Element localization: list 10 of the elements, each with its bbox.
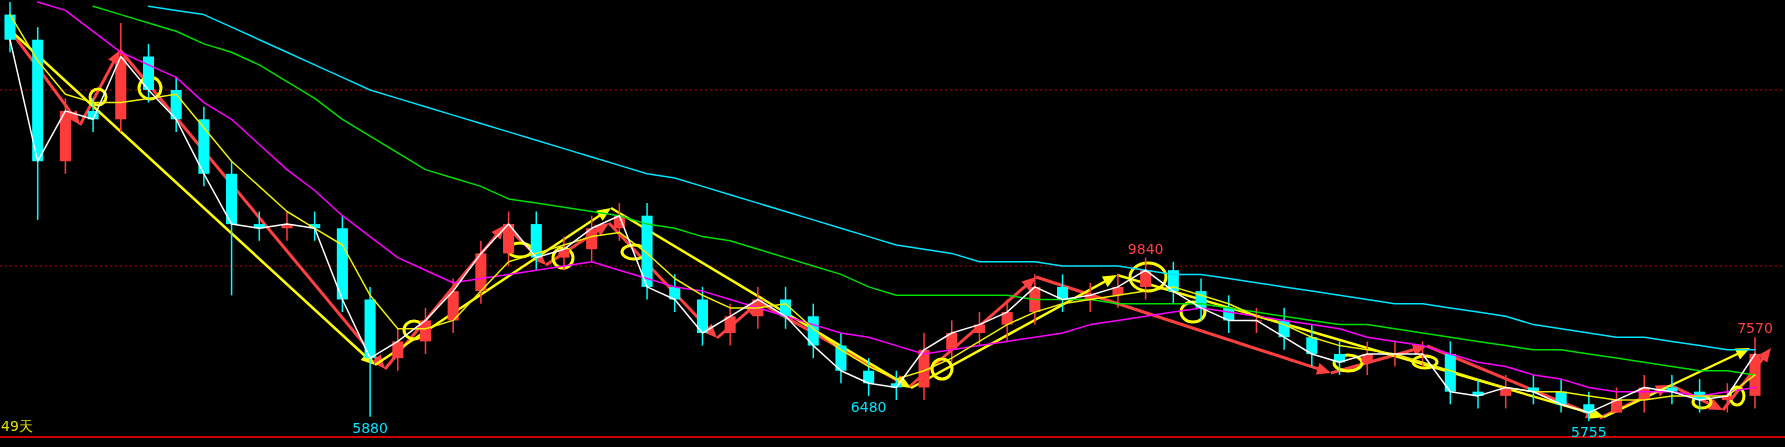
candlestick [392,328,404,372]
candlestick [724,302,736,347]
candlestick [1610,386,1623,414]
annotation: 7570 [1737,320,1773,337]
annotation: 6480 [850,398,887,415]
annotation: 5755 [1570,424,1607,440]
annotation: 5880 [352,419,388,436]
candlestick [1306,323,1318,368]
annotation: 9840 [1127,240,1164,257]
annotation: 49天 [1,418,33,434]
